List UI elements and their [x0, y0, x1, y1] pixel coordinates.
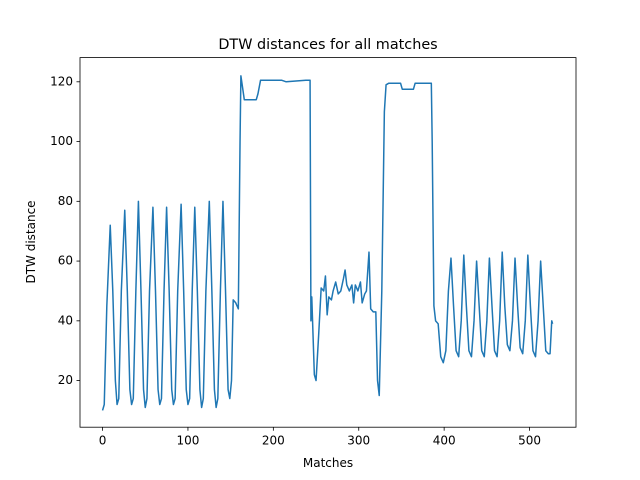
- y-tick-label: 60: [58, 254, 73, 268]
- x-tick-label: 200: [262, 434, 285, 448]
- chart-title: DTW distances for all matches: [218, 37, 437, 53]
- y-tick-label: 100: [50, 134, 73, 148]
- x-tick-label: 100: [176, 434, 199, 448]
- y-tick-label: 120: [50, 74, 73, 88]
- x-axis-label: Matches: [303, 456, 353, 470]
- x-tick-label: 300: [347, 434, 370, 448]
- x-tick-label: 400: [433, 434, 456, 448]
- data-line: [101, 75, 554, 411]
- y-tick-label: 40: [58, 313, 73, 327]
- x-tick-label: 500: [518, 434, 541, 448]
- y-axis-label: DTW distance: [24, 200, 38, 283]
- x-tick-label: 0: [99, 434, 107, 448]
- plot-frame: [79, 57, 577, 428]
- y-tick-label: 80: [58, 194, 73, 208]
- y-tick-label: 20: [58, 373, 73, 387]
